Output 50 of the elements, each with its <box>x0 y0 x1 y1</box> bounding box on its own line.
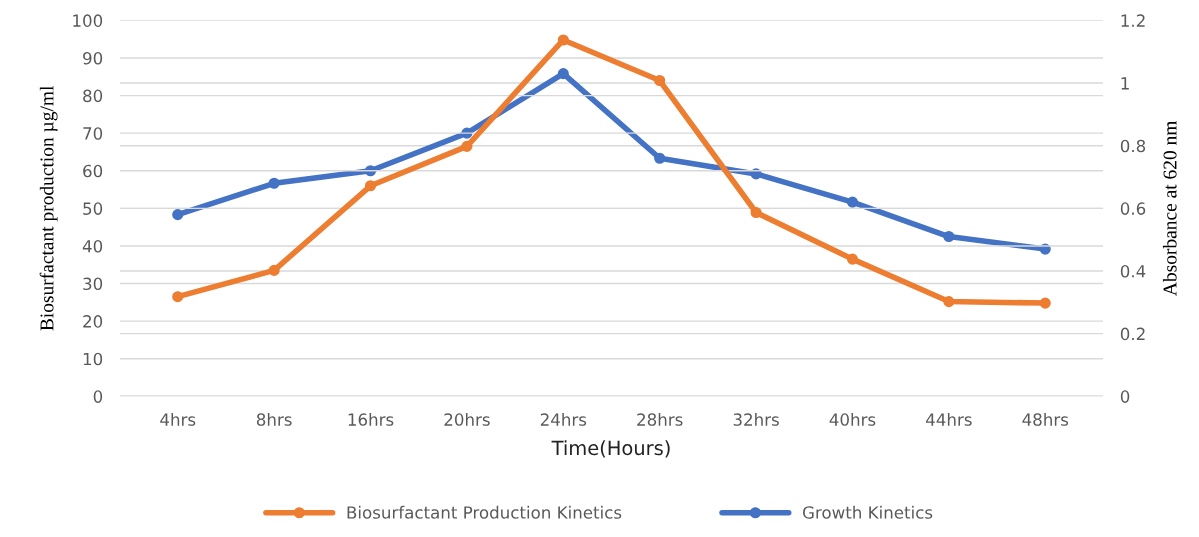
y-tick-label: 80 <box>83 89 103 103</box>
y2-tick-label: 0 <box>1120 390 1130 403</box>
x-tick-label: 16hrs <box>348 412 394 426</box>
x-tick-label: 8hrs <box>256 412 292 426</box>
x-axis-title: Time(Hours) <box>551 440 670 458</box>
x-tick-label: 40hrs <box>829 412 876 426</box>
x-tick-label: 44hrs <box>926 412 972 426</box>
point <box>1039 297 1051 309</box>
y-tick-label: 10 <box>83 352 103 366</box>
point <box>654 152 666 164</box>
y2-tick-label: 0.8 <box>1120 139 1146 153</box>
y-axis-title: Biosurfactant production µg/ml <box>39 85 58 331</box>
y2-tick-label: 0.4 <box>1120 264 1146 278</box>
y-tick-label: 70 <box>83 127 103 140</box>
y-tick-label: 60 <box>83 164 103 178</box>
y2-tick-label: 1.2 <box>1121 14 1145 27</box>
y2-axis-title: Absorbance at 620 nm <box>1162 120 1177 296</box>
point <box>846 196 859 208</box>
y-tick-label: 50 <box>83 202 103 215</box>
x-tick-label: 32hrs <box>733 412 779 426</box>
point <box>172 291 184 303</box>
y-tick-label: 90 <box>83 51 103 65</box>
x-tick-label: 28hrs <box>637 412 683 426</box>
y-tick-label: 30 <box>83 277 103 291</box>
point <box>172 209 184 221</box>
y-tick-label: 40 <box>82 239 103 253</box>
legend-label: Growth Kinetics <box>802 505 933 519</box>
point <box>654 74 666 87</box>
point <box>364 165 377 177</box>
y-tick-label: 20 <box>83 315 103 328</box>
point <box>461 140 473 152</box>
point <box>750 206 762 219</box>
y2-tick-label: 0.6 <box>1120 202 1146 215</box>
point <box>943 230 955 243</box>
point <box>557 34 569 46</box>
x-tick-label: 4hrs <box>160 412 196 426</box>
point <box>268 264 280 276</box>
y-tick-label: 100 <box>73 14 103 27</box>
x-tick-label: 48hrs <box>1022 412 1069 426</box>
y2-tick-label: 1 <box>1121 77 1129 90</box>
x-tick-label: 20hrs <box>444 412 490 426</box>
y-tick-label: 0 <box>93 390 103 403</box>
point <box>268 177 280 189</box>
point <box>557 68 569 80</box>
point <box>846 253 859 265</box>
point <box>364 180 377 192</box>
legend-label: Biosurfactant Production Kinetics <box>347 505 622 519</box>
x-tick-label: 24hrs <box>540 412 587 426</box>
point <box>943 296 955 308</box>
y2-tick-label: 0.2 <box>1120 327 1145 341</box>
